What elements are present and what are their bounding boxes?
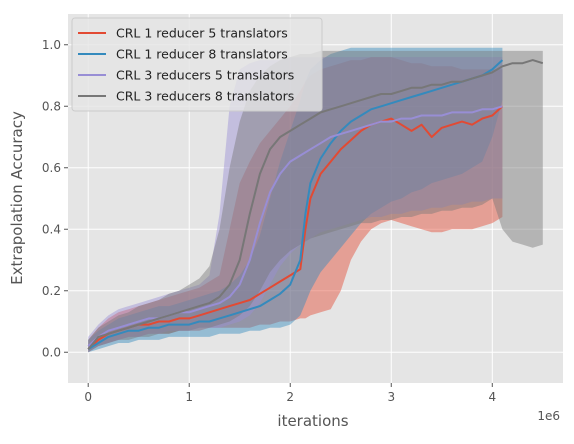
series-lines <box>87 59 544 351</box>
legend-label-4: CRL 3 reducers 8 translators <box>116 89 294 104</box>
y-tick-label: 1.0 <box>42 38 61 52</box>
y-tick-label: 0.0 <box>42 345 61 359</box>
legend-label-1: CRL 1 reducer 5 translators <box>116 26 288 41</box>
x-tick-label: 4 <box>488 390 496 404</box>
legend-frame <box>71 17 323 112</box>
x-tick-label: 3 <box>387 390 395 404</box>
series-line-4 <box>87 59 544 350</box>
series-line-2 <box>87 59 504 351</box>
legend: CRL 1 reducer 5 translators CRL 1 reducer… <box>71 17 323 112</box>
y-tick-label: 0.8 <box>42 99 61 113</box>
y-tick-label: 0.4 <box>42 222 61 236</box>
x-axis-ticks: 0 1 2 3 4 <box>84 383 496 404</box>
series-band-3 <box>88 57 503 353</box>
x-axis-offset-label: 1e6 <box>537 409 560 423</box>
x-axis-label: iterations <box>277 412 348 430</box>
series-band-1 <box>88 57 503 353</box>
legend-label-2: CRL 1 reducer 8 translators <box>116 47 288 62</box>
y-axis-ticks: 0.0 0.2 0.4 0.6 0.8 1.0 <box>42 38 68 359</box>
x-tick-label: 0 <box>84 390 92 404</box>
x-tick-label: 1 <box>185 390 193 404</box>
y-tick-label: 0.2 <box>42 284 61 298</box>
series-band-4 <box>88 50 543 353</box>
series-line-1 <box>87 105 504 350</box>
y-axis-label: Extrapolation Accuracy <box>8 111 26 285</box>
y-tick-label: 0.6 <box>42 161 61 175</box>
legend-label-3: CRL 3 reducers 5 translators <box>116 68 294 83</box>
x-tick-label: 2 <box>286 390 294 404</box>
